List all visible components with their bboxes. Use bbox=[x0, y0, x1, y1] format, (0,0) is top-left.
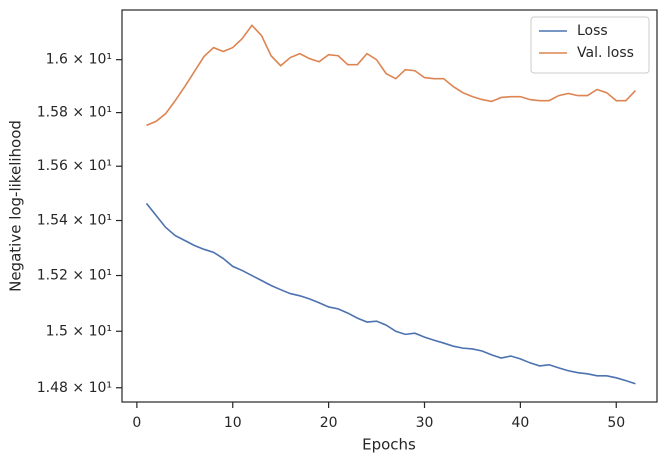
y-tick-label: 1.54 × 10¹ bbox=[37, 213, 112, 229]
y-tick-label: 1.58 × 10¹ bbox=[37, 105, 112, 121]
y-tick-label: 1.56 × 10¹ bbox=[37, 158, 112, 174]
plot-frame bbox=[121, 9, 658, 403]
x-axis-label: Epochs bbox=[362, 436, 416, 454]
series-line bbox=[145, 202, 636, 385]
y-axis-label: Negative log-likelihood bbox=[7, 120, 25, 292]
x-tick-label: 20 bbox=[320, 415, 338, 431]
y-tick-label: 1.52 × 10¹ bbox=[37, 268, 112, 284]
x-tick-label: 10 bbox=[224, 415, 242, 431]
series-line bbox=[146, 24, 637, 127]
legend-label: Loss bbox=[577, 23, 608, 39]
x-tick-label: 50 bbox=[607, 415, 625, 431]
y-tick-label: 1.6 × 10¹ bbox=[46, 52, 112, 68]
x-tick-label: 40 bbox=[511, 415, 529, 431]
x-tick-label: 30 bbox=[416, 415, 434, 431]
y-tick-label: 1.48 × 10¹ bbox=[37, 380, 112, 396]
x-tick-label: 0 bbox=[132, 415, 141, 431]
legend-label: Val. loss bbox=[577, 45, 634, 61]
y-tick-label: 1.5 × 10¹ bbox=[46, 323, 112, 339]
